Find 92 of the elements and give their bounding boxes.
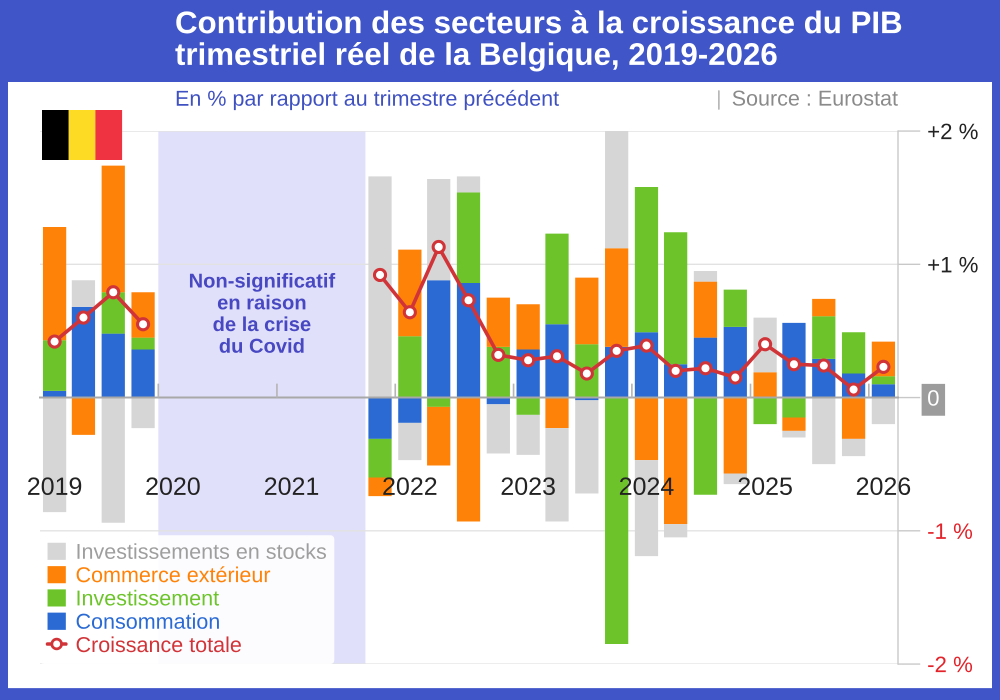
x-tick-label: 2023 bbox=[502, 477, 555, 496]
legend-label: Croissance totale bbox=[76, 636, 241, 652]
band-label: Non-significatif en raison de la crise du Covid bbox=[190, 272, 336, 353]
chart-subtitle: En % par rapport au trimestre précédent bbox=[176, 90, 559, 110]
bar bbox=[398, 398, 422, 423]
bar bbox=[456, 398, 480, 522]
y-tick-label: +2 % bbox=[928, 124, 978, 140]
bar bbox=[872, 398, 896, 424]
bar bbox=[516, 304, 540, 350]
bar bbox=[516, 414, 540, 455]
bar bbox=[545, 234, 569, 324]
point bbox=[639, 338, 654, 353]
bar bbox=[753, 398, 777, 424]
legend-label: Consommation bbox=[76, 613, 219, 629]
point bbox=[106, 285, 120, 300]
bar bbox=[516, 398, 540, 415]
bar bbox=[456, 282, 480, 398]
bar bbox=[872, 376, 896, 384]
point bbox=[491, 348, 506, 362]
bar bbox=[427, 406, 450, 466]
point bbox=[372, 268, 388, 282]
chart-title: Contribution des secteurs à la croissance du PIB trimestriel réel de la Belgique, 2019-2026 bbox=[175, 10, 902, 72]
bar bbox=[131, 338, 155, 350]
bar bbox=[456, 176, 480, 192]
x-tick-label: 2021 bbox=[264, 477, 318, 496]
point bbox=[461, 293, 476, 308]
bar bbox=[427, 280, 450, 398]
point bbox=[816, 358, 831, 373]
bar bbox=[724, 398, 747, 474]
bar bbox=[872, 384, 896, 398]
bar bbox=[782, 418, 806, 431]
bar bbox=[102, 166, 125, 292]
legend-label: Commerce extérieur bbox=[76, 566, 270, 582]
bar bbox=[694, 282, 718, 338]
bar bbox=[575, 278, 598, 344]
bar bbox=[812, 298, 836, 316]
bar bbox=[42, 340, 66, 391]
y-tick-label: +1 % bbox=[928, 256, 978, 272]
y-tick-label: 0 bbox=[928, 390, 939, 406]
bar bbox=[842, 332, 866, 374]
point bbox=[550, 349, 564, 364]
bar bbox=[102, 398, 125, 523]
bar bbox=[634, 398, 658, 460]
bar bbox=[398, 336, 422, 398]
point bbox=[610, 344, 624, 358]
legend-label: Investissement bbox=[78, 590, 219, 606]
bar bbox=[753, 372, 777, 398]
bar bbox=[545, 398, 569, 428]
bar bbox=[694, 398, 718, 495]
bar bbox=[812, 398, 836, 464]
x-tick-label: 2025 bbox=[738, 477, 792, 496]
x-tick-label: 2026 bbox=[856, 477, 910, 496]
bar bbox=[782, 398, 806, 418]
y-tick-label: -2 % bbox=[928, 656, 972, 672]
bar bbox=[605, 248, 628, 347]
bar bbox=[724, 290, 747, 327]
bar bbox=[456, 192, 480, 283]
bar bbox=[812, 316, 836, 359]
point bbox=[48, 334, 62, 349]
bar bbox=[42, 226, 66, 340]
bar bbox=[102, 334, 125, 398]
x-tick-label: 2019 bbox=[28, 477, 82, 496]
bar bbox=[131, 398, 155, 428]
bar bbox=[368, 438, 392, 478]
point bbox=[668, 364, 683, 378]
bar bbox=[486, 404, 510, 454]
point bbox=[876, 360, 890, 374]
bar bbox=[486, 298, 510, 347]
point bbox=[432, 240, 446, 254]
point bbox=[786, 357, 802, 372]
bar bbox=[634, 187, 658, 332]
bar bbox=[368, 398, 392, 439]
source-note: Source : Eurostat bbox=[732, 90, 898, 106]
bar bbox=[398, 422, 422, 460]
point bbox=[136, 317, 150, 332]
bar bbox=[72, 280, 96, 307]
point bbox=[402, 305, 417, 320]
point bbox=[521, 353, 536, 368]
bar bbox=[72, 398, 96, 435]
bar bbox=[782, 430, 806, 438]
point bbox=[76, 310, 91, 325]
point bbox=[728, 370, 742, 385]
bar bbox=[694, 270, 718, 282]
legend-label: Investissements en stocks bbox=[78, 543, 326, 560]
bar bbox=[842, 438, 866, 456]
bar bbox=[664, 232, 688, 364]
bar bbox=[131, 350, 155, 398]
x-tick-label: 2020 bbox=[146, 477, 200, 496]
bar bbox=[575, 400, 598, 494]
bar bbox=[427, 398, 450, 407]
y-tick-label: -1 % bbox=[928, 523, 972, 539]
bar bbox=[842, 398, 866, 439]
